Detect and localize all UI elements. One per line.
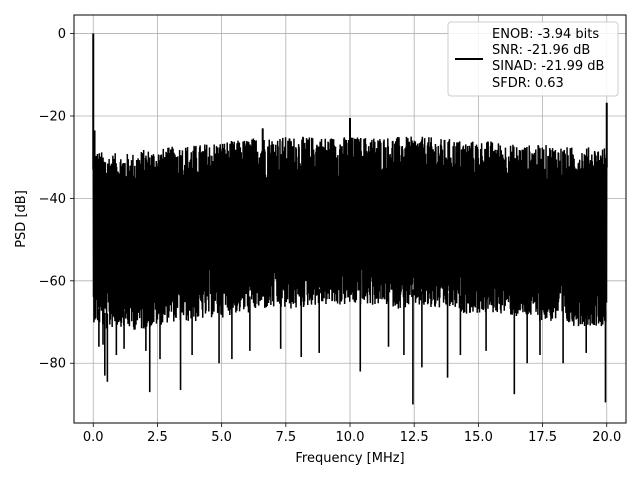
legend-line-snr: SNR: -21.96 dB [492,43,590,58]
legend-line-sfdr: SFDR: 0.63 [492,76,564,91]
x-tick-label: 7.5 [275,430,296,445]
x-axis-label: Frequency [MHz] [295,451,404,466]
y-tick-label: −20 [39,109,66,124]
x-tick-label: 20.0 [592,430,621,445]
y-tick-label: −80 [39,357,66,372]
y-tick-label: 0 [58,27,66,42]
x-tick-label: 12.5 [400,430,429,445]
legend: ENOB: -3.94 bits SNR: -21.96 dB SINAD: -… [447,21,619,97]
legend-line-sinad: SINAD: -21.99 dB [492,59,604,74]
y-tick-label: −60 [39,274,66,289]
legend-box [447,21,619,97]
x-tick-label: 15.0 [464,430,493,445]
x-tick-label: 2.5 [147,430,168,445]
psd-series [92,33,608,405]
x-tick-label: 5.0 [211,430,232,445]
y-axis-label: PSD [dB] [14,190,29,248]
x-tick-label: 17.5 [528,430,557,445]
legend-line-enob: ENOB: -3.94 bits [492,27,599,42]
x-axis: 0.0 2.5 5.0 7.5 10.0 12.5 15.0 17.5 20.0 [83,423,621,445]
psd-trace [92,136,608,330]
x-tick-label: 10.0 [336,430,365,445]
y-tick-label: −40 [39,192,66,207]
x-tick-label: 0.0 [83,430,104,445]
y-axis: 0 −20 −40 −60 −80 [39,27,74,372]
